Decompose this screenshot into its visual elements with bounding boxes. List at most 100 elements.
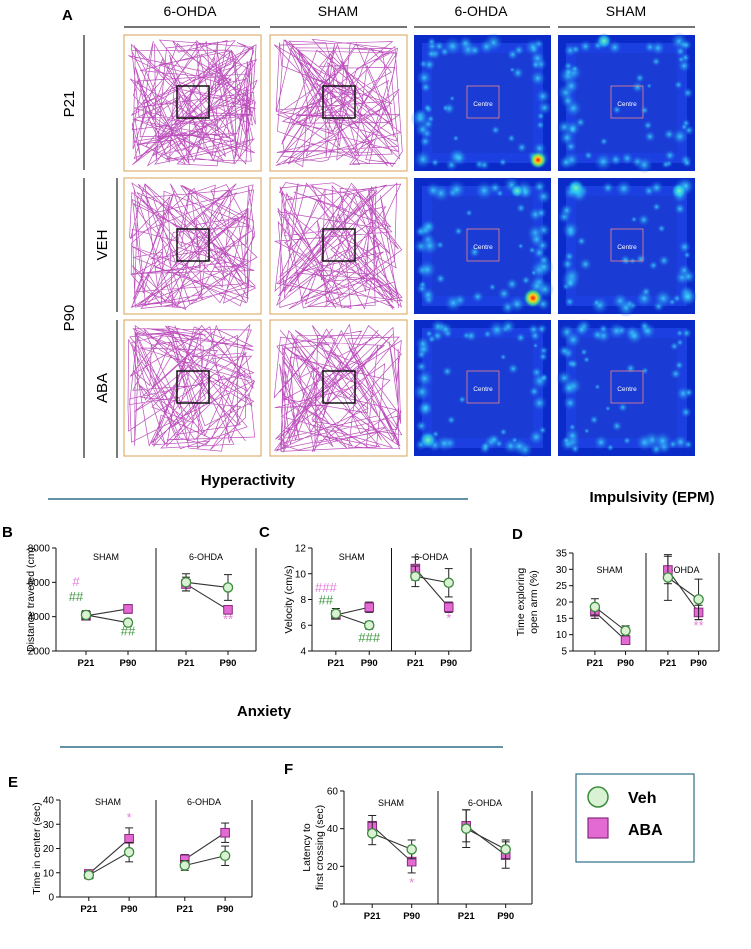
series-line-veh [335, 613, 370, 626]
group-title: SHAM [93, 552, 119, 562]
point-veh [620, 625, 631, 636]
significance-mark: * [409, 875, 414, 890]
significance-mark: * [127, 810, 132, 825]
centre-label: Centre [617, 386, 637, 393]
series-line-aba [371, 825, 413, 863]
y-axis-label: Velocity (cm/s) [283, 565, 295, 633]
centre-zone [610, 370, 644, 404]
series-line-aba [185, 583, 229, 611]
x-tick-label: P90 [220, 658, 237, 669]
centre-zone [466, 85, 500, 119]
y-tick-label: 0 [332, 900, 338, 911]
chart-letter: C [259, 524, 270, 541]
point-veh [222, 582, 234, 593]
y-tick-label: 5 [561, 647, 567, 658]
x-tick-label: P90 [440, 658, 457, 669]
group-title: 6-OHDA [468, 798, 502, 808]
row-label-aba: ABA [94, 373, 111, 403]
point-veh [219, 850, 231, 862]
y-axis-label: Latency tofirst crossing (sec) [301, 805, 326, 890]
significance-mark: ## [121, 624, 136, 639]
section-anxiety: Anxiety [237, 703, 292, 720]
x-tick-label: P90 [361, 658, 378, 669]
series-line-veh [465, 828, 506, 850]
x-tick-label: P21 [80, 904, 98, 915]
x-tick-label: P21 [327, 658, 345, 669]
group-title: 6-OHDA [187, 797, 221, 807]
x-tick-label: P90 [121, 904, 138, 915]
col-header-2: SHAM [318, 3, 358, 19]
chart-d-open-arm: D 5 10 15 20 25 30 35 Time exploringopen arm (%)… [512, 526, 720, 669]
heatmap: Centre [412, 318, 551, 458]
y-tick-label: 0 [48, 893, 54, 904]
section-hyperactivity: Hyperactivity [201, 472, 296, 489]
significance-mark: ** [693, 618, 703, 633]
series-line-veh [415, 575, 449, 584]
centre-zone [610, 228, 644, 262]
x-tick-label: P21 [458, 911, 476, 922]
y-tick-label: 12 [295, 544, 307, 555]
point-veh [662, 572, 674, 583]
centre-zone [466, 228, 500, 262]
y-tick-label: 15 [556, 614, 568, 625]
x-tick-label: P90 [217, 904, 234, 915]
point-aba [220, 827, 230, 838]
x-tick-label: P21 [178, 658, 196, 669]
centre-zone [466, 370, 500, 404]
col-header-3: 6-OHDA [455, 3, 509, 19]
point-aba [124, 834, 134, 844]
centre-zone [610, 85, 644, 119]
y-tick-label: 4000 [28, 612, 51, 623]
point-veh [179, 860, 191, 871]
heatmap: Centre [556, 32, 695, 174]
legend-aba-marker [587, 817, 609, 839]
y-axis-label: Distance traveled (cm) [25, 547, 37, 652]
x-tick-label: P90 [617, 658, 634, 669]
legend-aba-label: ABA [628, 822, 663, 839]
significance-mark: ### [315, 580, 337, 595]
point-aba [364, 602, 375, 613]
x-tick-label: P21 [78, 658, 96, 669]
x-tick-label: P90 [120, 658, 137, 669]
track-plot [123, 319, 262, 457]
point-veh [589, 601, 601, 613]
x-tick-label: P21 [407, 658, 425, 669]
track-plot [269, 34, 408, 172]
series-line-veh [594, 606, 626, 632]
track-plot [269, 319, 408, 457]
heatmap: Centre [413, 176, 555, 315]
section-impulsivity: Impulsivity (EPM) [589, 489, 714, 506]
y-tick-label: 2000 [28, 647, 51, 658]
point-aba [123, 604, 133, 614]
point-veh [123, 846, 135, 858]
group-title: SHAM [95, 797, 121, 807]
centre-zone [176, 370, 210, 404]
significance-mark: ** [223, 612, 233, 627]
series-line-veh [85, 614, 129, 624]
centre-zone [322, 85, 356, 119]
point-veh [180, 577, 192, 588]
row-label-p90: P90 [61, 305, 78, 332]
significance-mark: # [72, 574, 80, 589]
row-label-p21: P21 [61, 91, 78, 118]
group-title: SHAM [339, 552, 365, 562]
point-aba [443, 602, 454, 613]
y-tick-label: 10 [556, 630, 568, 641]
centre-label: Centre [473, 244, 493, 251]
y-axis-label: Time in center (sec) [31, 802, 43, 894]
y-tick-label: 20 [556, 598, 568, 609]
point-veh [363, 620, 375, 631]
legend-veh-marker [587, 786, 609, 808]
chart-letter: B [2, 524, 13, 541]
y-tick-label: 10 [295, 569, 307, 580]
y-tick-label: 25 [556, 581, 568, 592]
group-title: 6-OHDA [189, 552, 223, 562]
chart-letter: D [512, 526, 523, 543]
heatmap: Centre [557, 176, 698, 318]
series-line-aba [465, 825, 507, 856]
y-tick-label: 6000 [28, 578, 51, 589]
point-veh [406, 844, 417, 855]
series-line-aba [594, 611, 626, 641]
series-line-veh [184, 855, 226, 867]
track-plot [123, 177, 262, 315]
